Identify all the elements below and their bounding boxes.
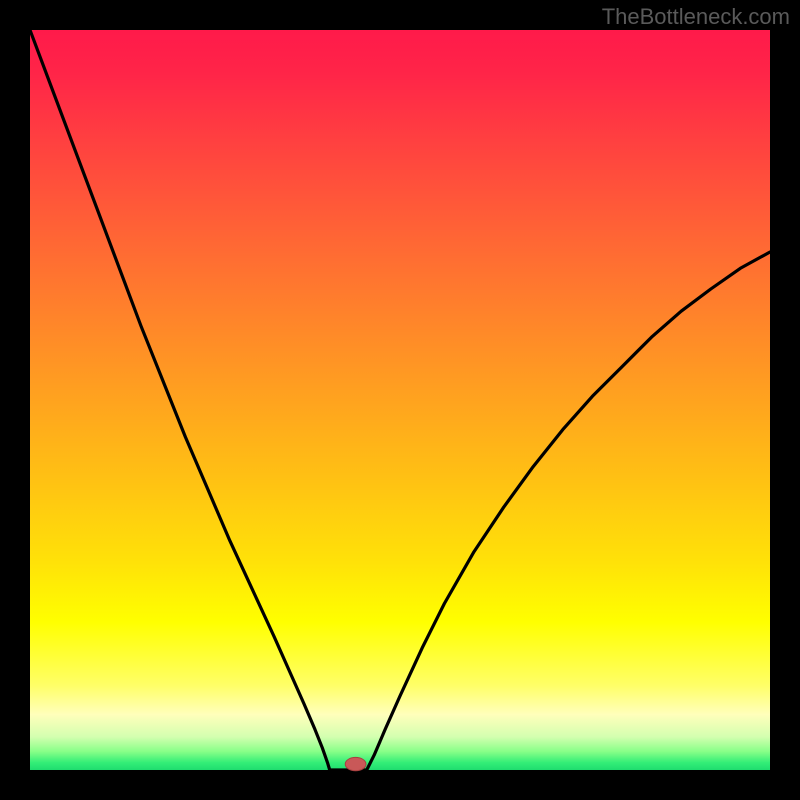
watermark-label: TheBottleneck.com xyxy=(602,4,790,30)
chart-container: TheBottleneck.com xyxy=(0,0,800,800)
plot-background xyxy=(30,30,770,770)
bottleneck-chart xyxy=(0,0,800,800)
optimum-marker xyxy=(345,757,366,770)
